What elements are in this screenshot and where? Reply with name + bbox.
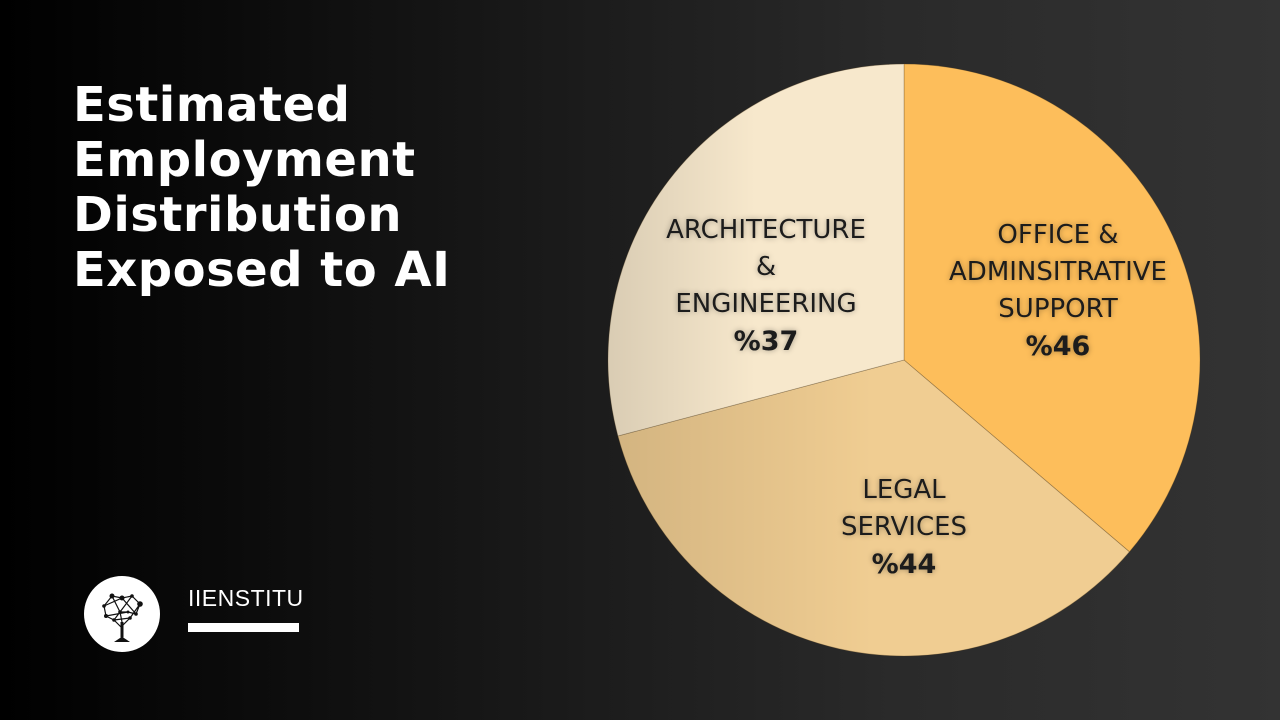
title-line: Estimated	[73, 77, 351, 133]
title-line: Employment	[73, 132, 416, 188]
page-title: Estimated Employment Distribution Expose…	[73, 78, 493, 298]
brand-name: IIENSTITU	[188, 585, 304, 611]
slice-label-legal: LEGAL SERVICES %44	[841, 472, 967, 583]
slice-name: ARCHITECTURE & ENGINEERING	[666, 215, 866, 319]
slice-label-architecture: ARCHITECTURE & ENGINEERING %37	[666, 212, 866, 360]
pie-slice	[903, 63, 1201, 553]
slice-name: OFFICE & ADMINSITRATIVE SUPPORT	[949, 220, 1167, 324]
pie-slice-shading	[617, 360, 1130, 656]
pie-slice-shading	[608, 64, 904, 437]
slice-name: LEGAL SERVICES	[840, 475, 968, 542]
slice-value: %44	[871, 549, 937, 580]
slice-label-office: OFFICE & ADMINSITRATIVE SUPPORT %46	[949, 217, 1167, 365]
brand-underline	[188, 623, 299, 632]
slice-value: %37	[733, 326, 799, 357]
tree-network-icon	[102, 593, 143, 642]
slice-value: %46	[1025, 331, 1091, 362]
title-line: Exposed to AI	[73, 242, 451, 298]
title-line: Distribution	[73, 187, 403, 243]
brand-logo	[84, 576, 160, 652]
